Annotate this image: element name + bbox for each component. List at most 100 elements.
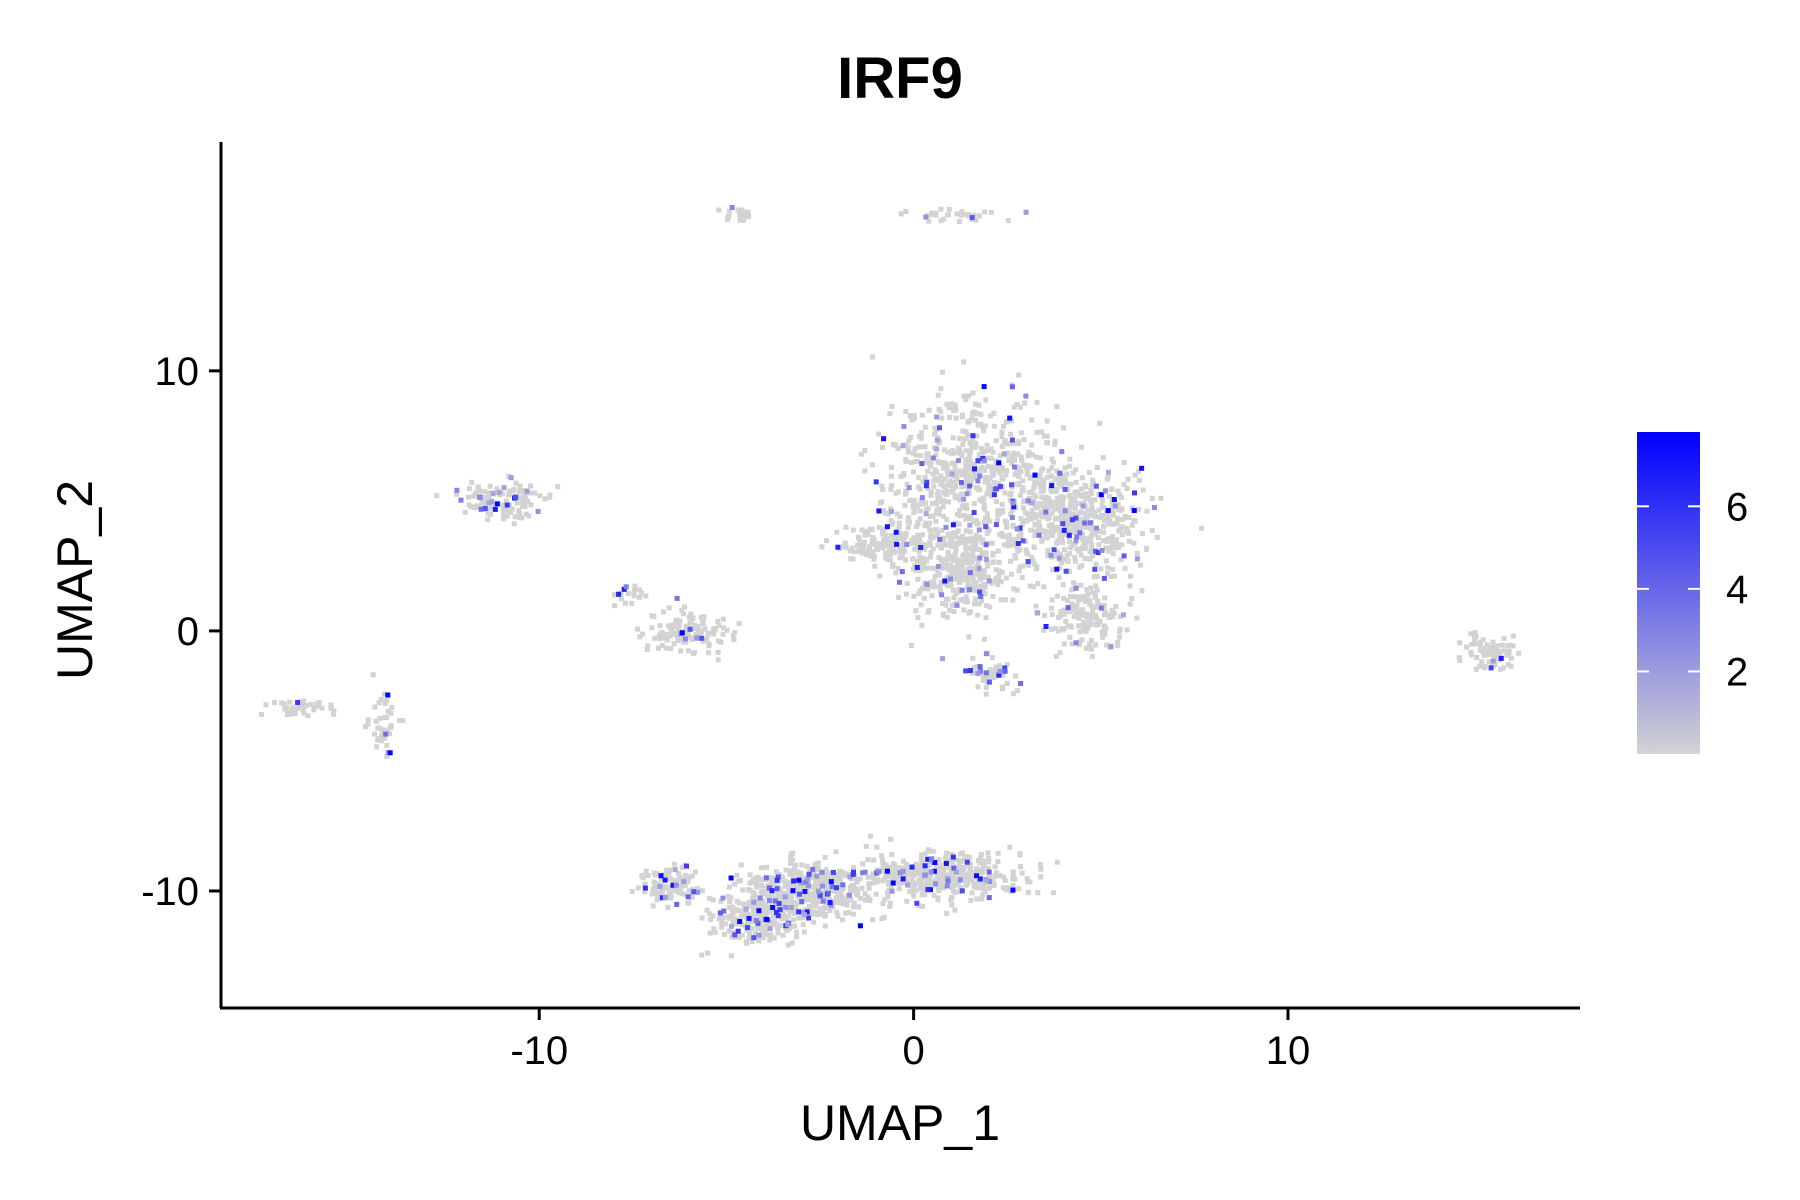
cell-point — [716, 207, 722, 213]
cell-point — [716, 916, 722, 922]
cell-point — [881, 526, 887, 532]
cell-point — [1045, 440, 1050, 446]
cell-point — [1486, 659, 1492, 665]
cell-point — [852, 549, 858, 555]
cell-point — [772, 898, 778, 904]
cell-point — [792, 923, 798, 929]
cell-point — [674, 624, 680, 630]
cell-point — [999, 509, 1005, 515]
cell-point — [940, 369, 946, 375]
cell-point — [754, 884, 760, 890]
cell-point — [1014, 441, 1020, 446]
cell-point — [943, 487, 949, 493]
cell-point — [486, 494, 492, 500]
y-tick-label: 10 — [155, 350, 200, 394]
cell-point — [926, 565, 931, 571]
cell-point — [759, 891, 765, 897]
cell-point — [999, 501, 1005, 507]
cell-point — [686, 648, 691, 654]
cell-point — [1046, 468, 1052, 474]
cell-point — [948, 576, 953, 582]
cell-point — [969, 878, 975, 884]
cell-point — [756, 938, 762, 944]
cell-point — [972, 466, 977, 472]
cell-point — [693, 631, 699, 637]
cell-point — [902, 557, 908, 563]
cell-point — [503, 498, 509, 504]
cell-point — [944, 517, 950, 522]
cell-point — [899, 880, 905, 886]
cell-point — [528, 483, 533, 489]
cell-point — [959, 888, 965, 894]
cell-point — [963, 211, 968, 217]
cell-point — [1041, 512, 1047, 518]
cell-point — [1049, 597, 1055, 603]
cell-point — [903, 209, 909, 214]
cell-point — [944, 614, 950, 620]
cell-point — [985, 455, 991, 461]
cell-point — [762, 930, 768, 936]
cell-point — [888, 885, 894, 891]
cell-point — [896, 594, 902, 600]
cell-point — [963, 462, 969, 468]
cell-point — [927, 520, 932, 526]
cell-point — [813, 898, 818, 904]
cell-point — [817, 883, 823, 888]
cell-point — [722, 931, 728, 937]
cell-point — [904, 878, 910, 884]
cell-point — [975, 858, 981, 863]
cell-point — [918, 881, 924, 887]
cell-point — [725, 893, 731, 899]
cell-point — [1049, 500, 1055, 506]
cell-point — [787, 880, 792, 886]
cell-point — [779, 874, 785, 880]
cell-point — [863, 552, 869, 557]
cell-point — [860, 861, 866, 867]
cell-point — [836, 881, 842, 887]
cell-point — [1065, 605, 1071, 611]
cell-point — [1037, 524, 1042, 529]
cell-point — [695, 889, 701, 895]
cell-point — [886, 881, 891, 887]
cell-point — [1008, 511, 1014, 517]
cell-point — [879, 853, 884, 859]
cell-point — [735, 207, 741, 213]
cell-point — [803, 897, 809, 903]
cell-point — [785, 942, 791, 948]
cell-point — [910, 504, 916, 510]
cell-point — [1053, 625, 1059, 631]
cell-point — [1041, 627, 1047, 633]
cell-point — [629, 889, 635, 894]
cell-point — [1104, 476, 1110, 482]
cell-point — [887, 864, 893, 870]
cell-point — [681, 879, 687, 884]
cell-point — [965, 419, 971, 425]
cell-point — [842, 870, 848, 876]
cell-point — [1009, 542, 1015, 548]
cell-point — [759, 882, 764, 888]
cell-point — [991, 472, 997, 478]
cell-point — [922, 424, 928, 430]
cell-point — [1032, 472, 1038, 478]
cell-point — [975, 586, 981, 592]
cell-point — [1082, 511, 1088, 516]
cell-point — [875, 877, 881, 883]
cell-point — [755, 925, 761, 931]
cell-point — [1074, 594, 1080, 600]
cell-point — [1109, 534, 1115, 540]
cell-point — [799, 887, 805, 892]
cell-point — [963, 539, 969, 545]
cell-point — [864, 531, 870, 537]
cell-point — [795, 869, 801, 875]
cell-point — [1028, 527, 1034, 533]
cell-point — [680, 881, 686, 887]
cell-point — [880, 901, 886, 906]
cell-point — [1472, 630, 1478, 635]
cell-point — [990, 449, 996, 455]
cell-point — [1140, 531, 1145, 536]
cell-point — [365, 721, 371, 727]
cell-point — [909, 537, 915, 543]
cell-point — [1468, 649, 1474, 655]
cell-point — [1088, 491, 1094, 496]
cell-point — [981, 458, 987, 464]
